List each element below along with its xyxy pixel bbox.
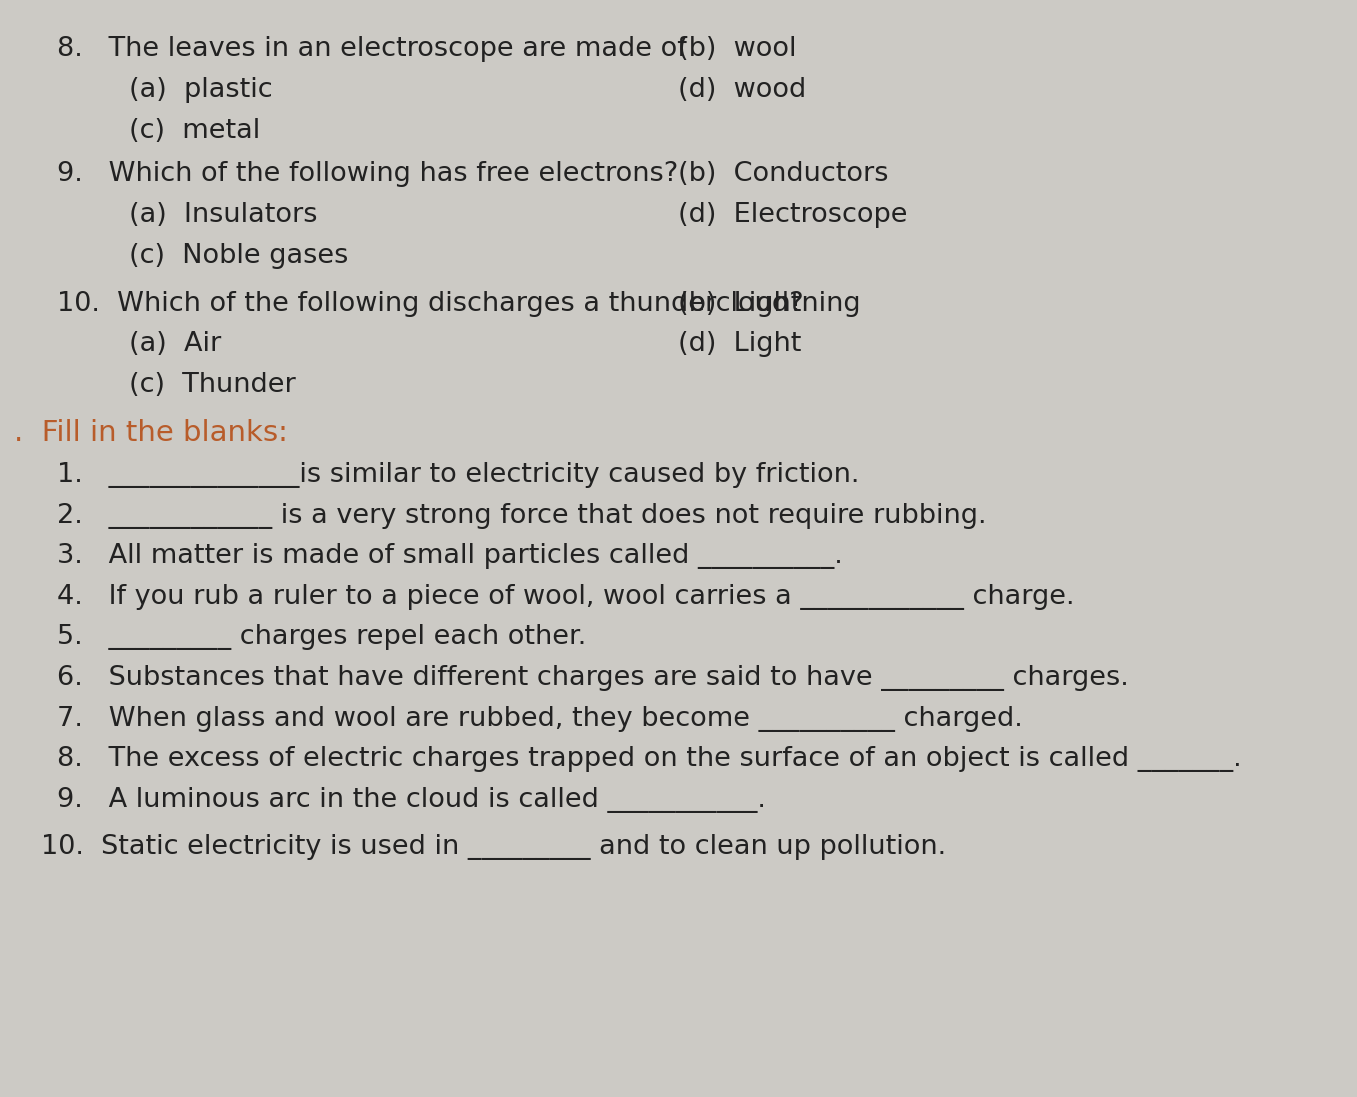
Text: 6.   Substances that have different charges are said to have _________ charges.: 6. Substances that have different charge… xyxy=(57,665,1129,691)
Text: 1.   ______________is similar to electricity caused by friction.: 1. ______________is similar to electrici… xyxy=(57,462,859,488)
Text: (d)  Light: (d) Light xyxy=(678,331,802,358)
Text: 7.   When glass and wool are rubbed, they become __________ charged.: 7. When glass and wool are rubbed, they … xyxy=(57,705,1023,732)
Text: 8.   The leaves in an electroscope are made of: 8. The leaves in an electroscope are mad… xyxy=(57,36,687,63)
Text: 9.   A luminous arc in the cloud is called ___________.: 9. A luminous arc in the cloud is called… xyxy=(57,787,765,813)
Text: (b)  Conductors: (b) Conductors xyxy=(678,161,889,188)
Text: .  Fill in the blanks:: . Fill in the blanks: xyxy=(14,419,288,448)
Text: 4.   If you rub a ruler to a piece of wool, wool carries a ____________ charge.: 4. If you rub a ruler to a piece of wool… xyxy=(57,584,1075,610)
Text: (a)  plastic: (a) plastic xyxy=(129,77,273,103)
Text: (a)  Insulators: (a) Insulators xyxy=(129,202,318,228)
Text: 5.   _________ charges repel each other.: 5. _________ charges repel each other. xyxy=(57,624,586,651)
Text: 9.   Which of the following has free electrons?: 9. Which of the following has free elect… xyxy=(57,161,678,188)
Text: 8.   The excess of electric charges trapped on the surface of an object is calle: 8. The excess of electric charges trappe… xyxy=(57,746,1242,772)
Text: (b)  wool: (b) wool xyxy=(678,36,797,63)
Text: 2.   ____________ is a very strong force that does not require rubbing.: 2. ____________ is a very strong force t… xyxy=(57,502,987,529)
Text: (b)  Lightning: (b) Lightning xyxy=(678,291,862,317)
Text: 3.   All matter is made of small particles called __________.: 3. All matter is made of small particles… xyxy=(57,543,843,569)
Text: (a)  Air: (a) Air xyxy=(129,331,221,358)
Text: (c)  Noble gases: (c) Noble gases xyxy=(129,242,349,269)
Text: (d)  wood: (d) wood xyxy=(678,77,807,103)
Text: (d)  Electroscope: (d) Electroscope xyxy=(678,202,908,228)
Text: (c)  Thunder: (c) Thunder xyxy=(129,372,296,398)
Text: 10.  Which of the following discharges a thundercloud?: 10. Which of the following discharges a … xyxy=(57,291,803,317)
Text: 10.  Static electricity is used in _________ and to clean up pollution.: 10. Static electricity is used in ______… xyxy=(41,834,946,860)
Text: (c)  metal: (c) metal xyxy=(129,117,261,144)
